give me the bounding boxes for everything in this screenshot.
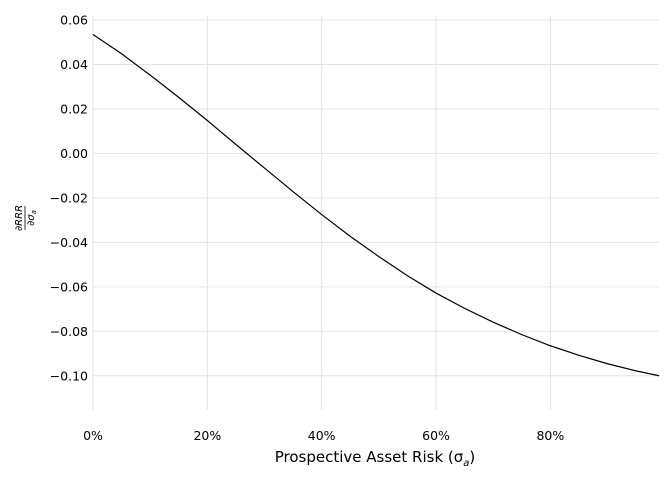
- y-tick-label: −0.06: [50, 279, 88, 294]
- y-tick-label: 0.04: [60, 57, 88, 72]
- x-axis-label-subscript: a: [463, 458, 469, 469]
- series-line: [92, 33, 660, 377]
- x-tick-label: 20%: [193, 428, 221, 443]
- x-axis-label: Prospective Asset Risk (σa): [275, 448, 476, 469]
- y-tick-label: −0.04: [50, 235, 88, 250]
- x-axis-label-close: ): [469, 448, 475, 466]
- y-tick-label: 0.06: [60, 13, 88, 28]
- y-tick-label: −0.10: [50, 368, 88, 383]
- x-tick-label: 40%: [308, 428, 336, 443]
- y-axis-label-denominator-sub: a: [30, 210, 38, 214]
- x-tick-label: 60%: [422, 428, 450, 443]
- y-axis-label-numerator: ∂RRR: [14, 205, 25, 231]
- y-tick-label: −0.08: [50, 324, 88, 339]
- y-axis-label-denominator: ∂σa: [26, 210, 38, 226]
- tick-labels: 0.06 0.04 0.02 0.00 −0.02 −0.04 −0.06 −0.08 −0.1…: [50, 13, 565, 444]
- y-axis-label: ∂RRR ∂σa: [14, 205, 38, 231]
- y-tick-label: 0.00: [60, 146, 88, 161]
- grid: [92, 16, 659, 410]
- y-tick-label: −0.02: [50, 190, 88, 205]
- y-tick-label: 0.02: [60, 101, 88, 116]
- x-tick-label: 80%: [536, 428, 564, 443]
- x-tick-label: 0%: [83, 428, 103, 443]
- series-layer: [92, 33, 660, 377]
